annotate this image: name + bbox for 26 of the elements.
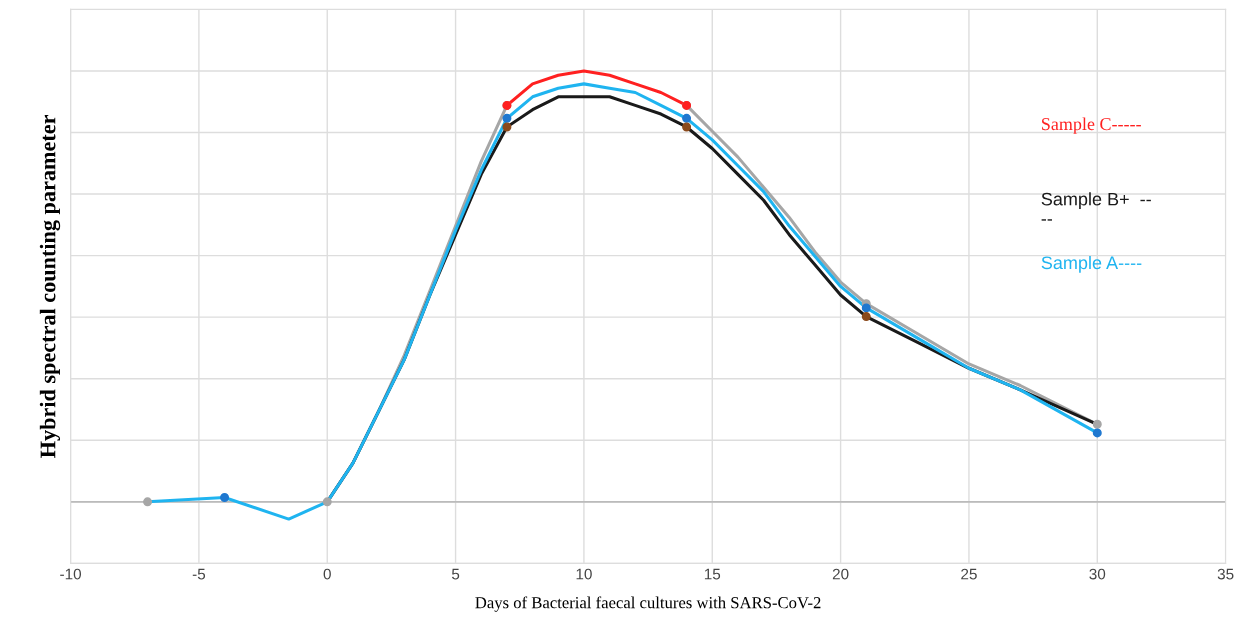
- x-tick-label: 5: [451, 568, 460, 580]
- x-tick-label: 15: [704, 568, 721, 580]
- text: Sample C-----: [1042, 117, 1141, 134]
- y-axis-title: Hybrid spectral counting parameter: [39, 114, 61, 458]
- point: [502, 113, 512, 123]
- x-tick-label: 20: [832, 568, 849, 580]
- point: [861, 312, 871, 322]
- point: [1092, 419, 1102, 429]
- x-axis-title: Days of Bacterial faecal cultures with SARS-CoV-2: [475, 596, 821, 612]
- text: Sample B+ -- --: [1041, 192, 1151, 221]
- point: [861, 303, 871, 313]
- x-tick-label: -10: [60, 568, 82, 580]
- point: [143, 497, 153, 507]
- point: [322, 497, 332, 507]
- x-tick-label: 30: [1089, 568, 1106, 580]
- point: [502, 122, 512, 132]
- point: [682, 113, 692, 123]
- point: [682, 122, 692, 132]
- text: Sample A----: [1041, 255, 1142, 273]
- x-tick-label: -5: [192, 568, 206, 580]
- x-tick-label: 25: [961, 568, 977, 580]
- x-tick-label: 10: [576, 568, 592, 580]
- point: [1092, 428, 1102, 438]
- x-tick-label: 35: [1217, 568, 1234, 580]
- x-tick-label: 0: [323, 568, 331, 580]
- point: [220, 493, 230, 503]
